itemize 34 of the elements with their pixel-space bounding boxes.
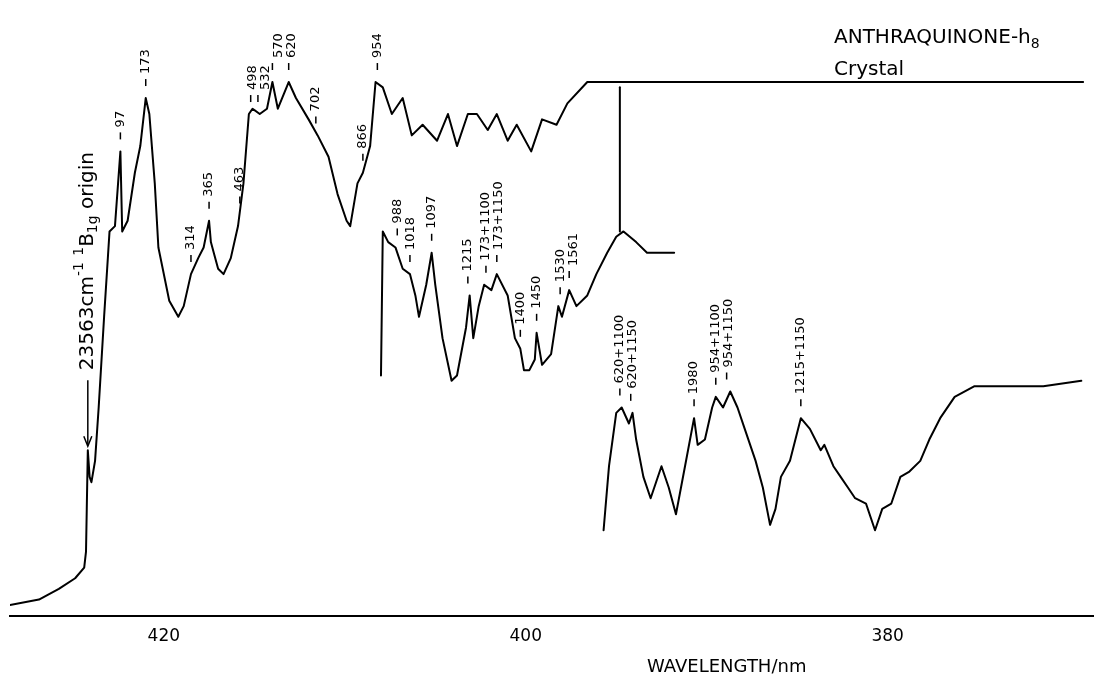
annotation: 23563cm-1 1B1g origin [70,152,101,371]
annotation: 532 [257,65,273,91]
annotation: 1018 [401,217,417,251]
annotation: 1450 [527,275,543,309]
annotation: 173 [137,49,153,75]
annotation: 620+1150 [624,320,640,389]
annotation: 702 [307,86,323,112]
x-tick-label: 400 [509,625,542,646]
annotation: 954+1150 [720,298,736,368]
annotation: 1561 [564,233,580,267]
annotation: 314 [182,225,198,251]
annotation: 1530 [551,249,567,283]
annotation: 498 [244,65,260,91]
annotation: 173+1100 [477,191,493,261]
x-tick-label: 420 [147,625,181,646]
chart-subtitle: Crystal [834,56,905,81]
annotation: 173+1150 [490,181,506,251]
annotation: 365 [200,171,216,197]
annotation: 620+1100 [611,314,627,384]
annotation: 97 [111,110,127,128]
annotation: 570 [270,33,286,59]
annotation: 1215 [459,238,475,272]
annotation: 1400 [511,291,527,325]
annotation: 1980 [685,361,701,395]
annotation: 866 [354,123,370,149]
annotation: 1215+1150 [792,317,808,395]
annotation: 988 [388,198,404,224]
annotation: 954 [368,33,384,59]
annotation: 463 [231,166,247,192]
annotation: 620 [283,33,299,59]
x-tick-label: 380 [871,625,904,646]
annotation: 1097 [423,195,439,229]
annotation: 954+1100 [707,304,723,373]
x-axis-title: WAVELENGTH/nm [647,655,807,677]
